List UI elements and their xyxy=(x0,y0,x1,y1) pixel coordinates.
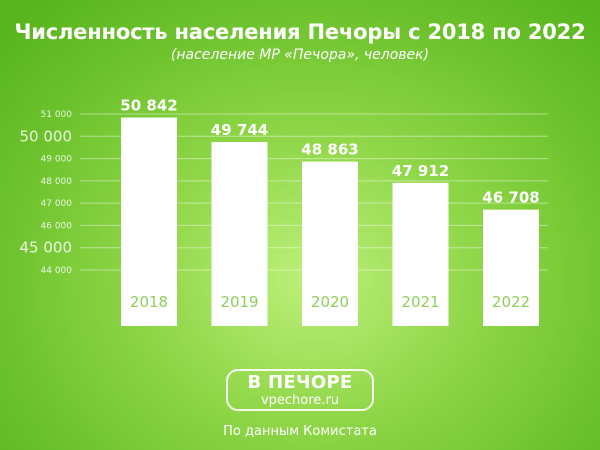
bars-layer xyxy=(121,117,539,326)
category-label: 2018 xyxy=(130,293,168,311)
y-tick-label: 48 000 xyxy=(41,177,73,187)
chart-subtitle: (население МР «Печора», человек) xyxy=(170,47,430,63)
bar-2018 xyxy=(121,117,177,326)
y-tick-label: 46 000 xyxy=(41,221,73,231)
category-label: 2019 xyxy=(220,293,258,311)
y-tick-label: 45 000 xyxy=(20,239,73,257)
y-tick-label: 44 000 xyxy=(41,266,73,276)
y-tick-label: 49 000 xyxy=(41,155,73,165)
source-note: По данным Комистата xyxy=(223,424,377,439)
category-label: 2021 xyxy=(401,293,439,311)
value-label: 49 744 xyxy=(211,121,268,139)
y-tick-label: 51 000 xyxy=(41,110,73,120)
y-tick-label: 47 000 xyxy=(41,199,73,209)
chart-title: Численность населения Печоры с 2018 по 2… xyxy=(14,20,586,44)
value-label: 48 863 xyxy=(301,141,358,159)
value-label: 46 708 xyxy=(482,189,539,207)
value-label: 50 842 xyxy=(120,97,177,115)
logo-url[interactable]: vpechore.ru xyxy=(260,393,340,408)
value-label: 47 912 xyxy=(392,162,449,180)
labels-layer: 51 000 50 000 49 000 48 000 47 000 46 000 45 0… xyxy=(20,97,540,311)
y-tick-label: 50 000 xyxy=(20,127,73,145)
bar-2021 xyxy=(392,182,449,326)
bar-2019 xyxy=(211,141,268,326)
logo-frame xyxy=(226,369,374,411)
logo-name: В ПЕЧОРЕ xyxy=(247,372,353,393)
category-label: 2022 xyxy=(492,293,530,311)
bar-2020 xyxy=(302,161,358,326)
category-label: 2020 xyxy=(311,293,349,311)
bar-2022 xyxy=(483,209,539,326)
